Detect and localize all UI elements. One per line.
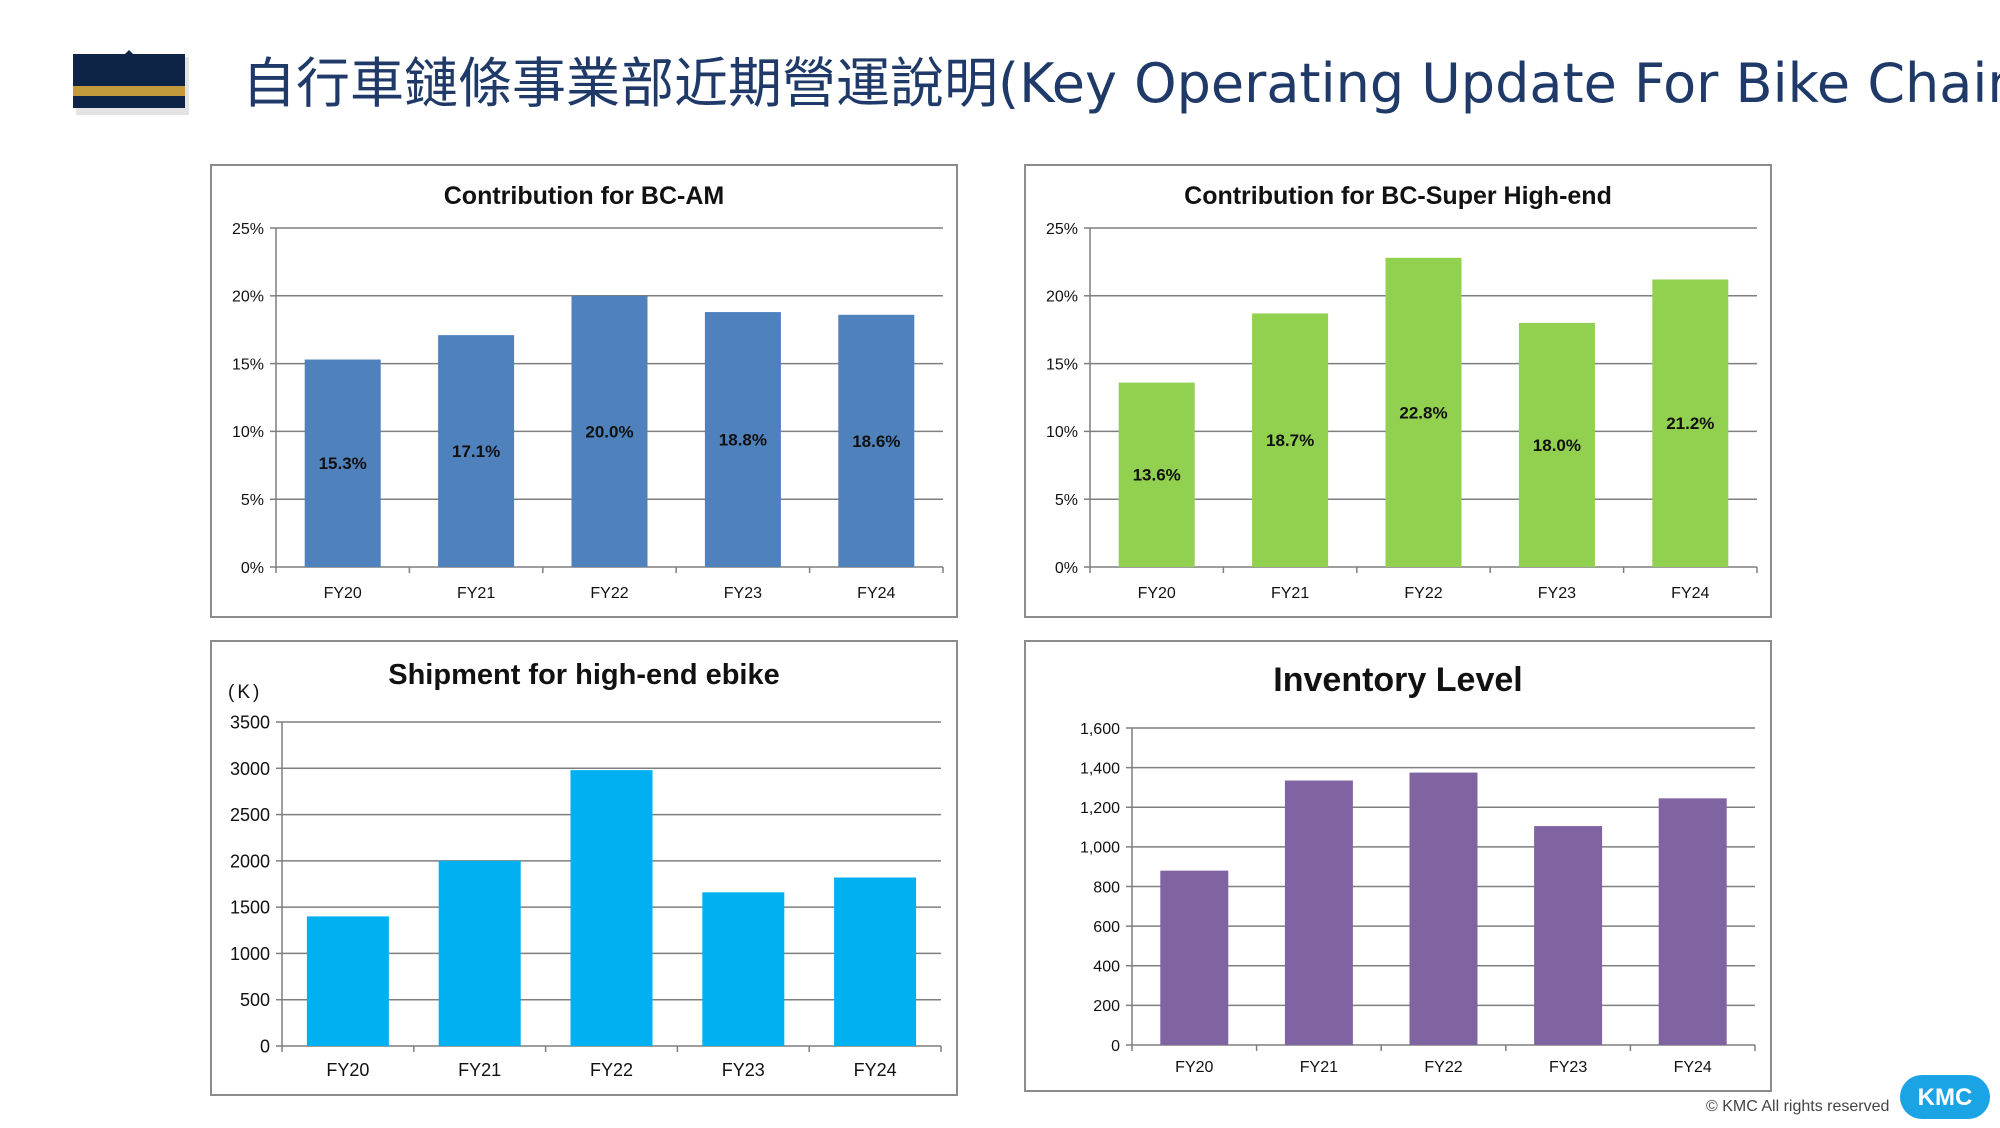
y-tick-label: 10% xyxy=(232,424,264,441)
chart-title: Contribution for BC-AM xyxy=(443,182,725,210)
category-label: FY20 xyxy=(324,585,362,602)
bar xyxy=(1252,313,1329,567)
bar xyxy=(571,295,648,567)
bar xyxy=(1284,780,1353,1045)
category-label: FY23 xyxy=(1538,585,1576,602)
category-label: FY24 xyxy=(854,1060,897,1080)
chart-title: Contribution for BC-Super High-end xyxy=(1184,182,1612,210)
category-label: FY23 xyxy=(724,585,762,602)
y-tick-label: 25% xyxy=(232,221,264,238)
kmc-logo-text: KMC xyxy=(1917,1084,1973,1111)
y-tick-label: 1,400 xyxy=(1080,760,1120,777)
chart-title: Inventory Level xyxy=(1273,661,1523,699)
category-label: FY23 xyxy=(722,1060,765,1080)
bar xyxy=(304,359,381,567)
ebike-shipment-bar-chart: 0 500 1000 1500 2000 2500 3000 3500 FY20 FY21 FY22… xyxy=(230,712,942,1080)
y-tick-label: 3000 xyxy=(230,759,270,779)
bar xyxy=(834,877,917,1046)
y-tick-label: 20% xyxy=(232,289,264,306)
bar xyxy=(1385,257,1462,567)
y-tick-label: 15% xyxy=(232,356,264,373)
category-label: FY22 xyxy=(1404,585,1442,602)
y-tick-label: 800 xyxy=(1093,879,1120,896)
y-tick-label: 2000 xyxy=(230,851,270,871)
y-tick-label: 5% xyxy=(241,492,264,509)
data-label: 18.6% xyxy=(852,432,900,451)
bar xyxy=(1658,798,1727,1045)
category-label: FY22 xyxy=(590,1060,633,1080)
bar xyxy=(1518,322,1595,567)
bar xyxy=(1118,382,1195,567)
bc-am-bar-chart: 0% 5% 10% 15% 20% 25% FY20 15.3% FY21 17.1% FY22 20… xyxy=(232,221,944,602)
chart-panel-bc-super-high-end: Contribution for BC-Super High-end 0% 5% 1… xyxy=(1024,164,1772,618)
chart-title: Shipment for high-end ebike xyxy=(388,659,780,691)
unit-label: (K) xyxy=(228,682,263,703)
kmc-logo xyxy=(1900,1075,1990,1119)
data-label: 18.7% xyxy=(1266,431,1314,450)
y-tick-label: 1,200 xyxy=(1080,800,1120,817)
y-tick-label: 500 xyxy=(240,990,270,1010)
y-tick-label: 10% xyxy=(1046,424,1078,441)
category-label: FY20 xyxy=(1138,585,1176,602)
data-label: 22.8% xyxy=(1399,403,1447,422)
data-label: 17.1% xyxy=(452,442,500,461)
data-label: 18.0% xyxy=(1533,436,1581,455)
bar xyxy=(570,770,653,1046)
bar xyxy=(704,312,781,567)
data-label: 21.2% xyxy=(1666,414,1714,433)
y-tick-label: 1000 xyxy=(230,944,270,964)
bar xyxy=(1534,826,1603,1045)
y-tick-label: 1,600 xyxy=(1080,721,1120,738)
y-tick-label: 200 xyxy=(1093,998,1120,1015)
y-tick-label: 400 xyxy=(1093,959,1120,976)
data-label: 13.6% xyxy=(1133,466,1181,485)
y-tick-label: 25% xyxy=(1046,221,1078,238)
bar xyxy=(1652,279,1729,567)
page-title: 自行車鏈條事業部近期營運說明(Key Operating Update For … xyxy=(242,52,2000,115)
chart-panel-inventory: Inventory Level 0 200 400 600 800 1,000 1,200 1… xyxy=(1024,640,1772,1092)
category-label: FY24 xyxy=(1674,1059,1712,1076)
category-label: FY21 xyxy=(1300,1059,1338,1076)
y-tick-label: 20% xyxy=(1046,289,1078,306)
data-label: 18.8% xyxy=(719,430,767,449)
chart-panel-ebike-shipment: Shipment for high-end ebike (K) 0 500 1000… xyxy=(210,640,958,1096)
category-label: FY23 xyxy=(1549,1059,1587,1076)
inventory-bar-chart: 0 200 400 600 800 1,000 1,200 1,400 1,600 FY20 FY2… xyxy=(1080,721,1756,1076)
category-label: FY21 xyxy=(1271,585,1309,602)
y-tick-label: 0 xyxy=(1111,1038,1120,1055)
y-tick-label: 5% xyxy=(1055,492,1078,509)
y-tick-label: 1500 xyxy=(230,898,270,918)
category-label: FY22 xyxy=(1424,1059,1462,1076)
header-emblem xyxy=(73,50,189,115)
y-tick-label: 15% xyxy=(1046,356,1078,373)
bar xyxy=(702,892,785,1046)
copyright-notice: © KMC All rights reserved xyxy=(1706,1098,1890,1115)
bar xyxy=(438,860,521,1046)
bar xyxy=(438,335,515,567)
y-tick-label: 3500 xyxy=(230,712,270,732)
data-label: 20.0% xyxy=(585,422,633,441)
y-tick-label: 1,000 xyxy=(1080,840,1120,857)
data-label: 15.3% xyxy=(319,454,367,473)
category-label: FY21 xyxy=(457,585,495,602)
bc-super-high-end-bar-chart: 0% 5% 10% 15% 20% 25% FY20 13.6% FY21 18.7% FY22 22… xyxy=(1046,221,1758,602)
y-tick-label: 0 xyxy=(260,1036,270,1056)
bar xyxy=(1160,870,1229,1045)
category-label: FY21 xyxy=(458,1060,501,1080)
bar xyxy=(1409,772,1478,1045)
bar xyxy=(306,916,389,1046)
y-tick-label: 600 xyxy=(1093,919,1120,936)
category-label: FY24 xyxy=(1671,585,1709,602)
y-tick-label: 0% xyxy=(1055,560,1078,577)
category-label: FY20 xyxy=(1175,1059,1213,1076)
category-label: FY24 xyxy=(857,585,895,602)
category-label: FY20 xyxy=(326,1060,369,1080)
chart-panel-bc-am: Contribution for BC-AM 0% 5% 10% 15% 20% 25% F… xyxy=(210,164,958,618)
bar xyxy=(838,314,915,567)
y-tick-label: 2500 xyxy=(230,805,270,825)
y-tick-label: 0% xyxy=(241,560,264,577)
category-label: FY22 xyxy=(590,585,628,602)
